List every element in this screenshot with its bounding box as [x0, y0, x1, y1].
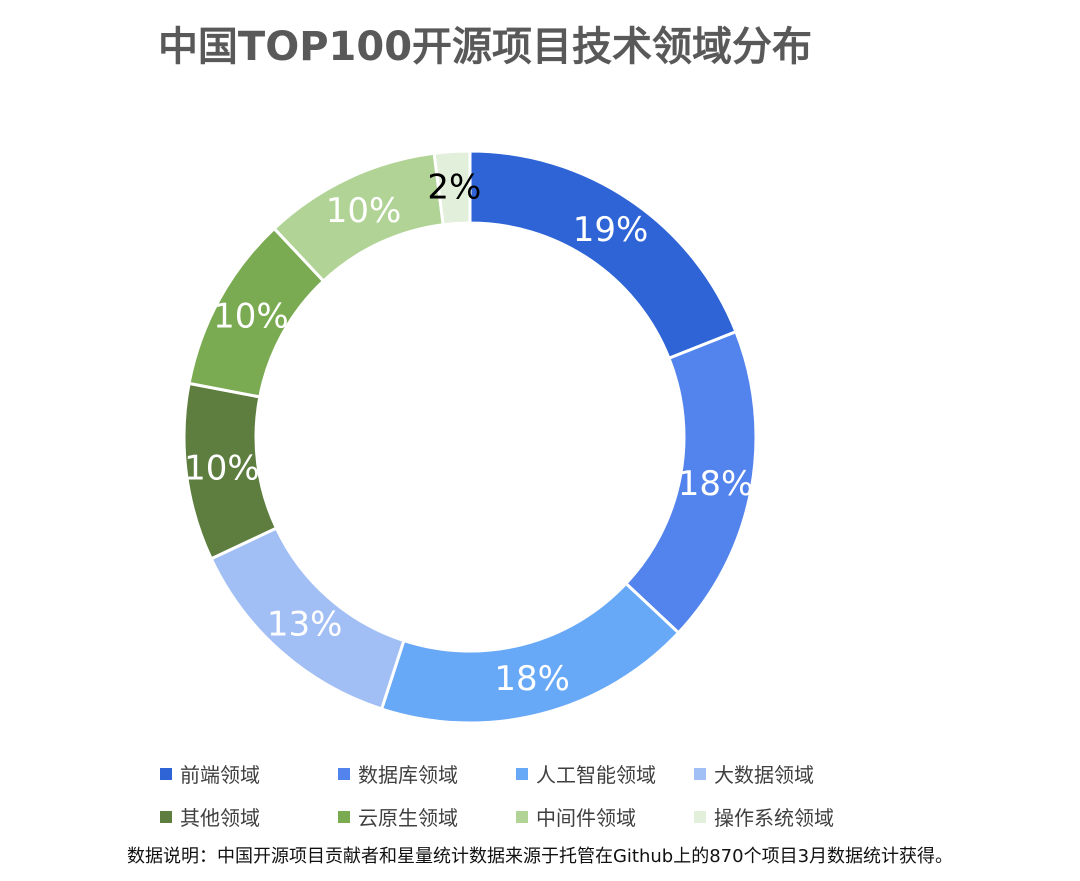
legend-swatch	[694, 810, 706, 823]
legend-item-database: 数据库领域	[338, 759, 516, 788]
legend-label: 操作系统领域	[714, 806, 834, 830]
legend-swatch	[338, 767, 350, 780]
legend-swatch	[338, 810, 350, 823]
donut-slice-0	[468, 149, 738, 361]
legend-swatch	[516, 767, 528, 780]
slice-label-3: 13%	[267, 605, 343, 645]
legend-label: 大数据领域	[714, 763, 814, 787]
legend-item-ai: 人工智能领域	[516, 759, 694, 788]
legend-label: 中间件领域	[536, 806, 636, 830]
slice-label-0: 19%	[573, 210, 649, 250]
donut-slice-7	[432, 149, 472, 227]
legend-swatch	[516, 810, 528, 823]
legend-item-middleware: 中间件领域	[516, 802, 694, 831]
legend-item-cloudnative: 云原生领域	[338, 802, 516, 831]
legend-item-os: 操作系统领域	[694, 802, 872, 831]
slice-label-4: 10%	[184, 448, 260, 488]
legend-item-frontend: 前端领域	[160, 759, 338, 788]
slice-label-7: 2%	[427, 167, 481, 207]
chart-legend: 前端领域 数据库领域 人工智能领域 大数据领域 其他领域 云原生领域 中间件领域	[160, 752, 940, 838]
legend-label: 云原生领域	[358, 806, 458, 830]
data-note: 数据说明：中国开源项目贡献者和星量统计数据来源于托管在Github上的870个项…	[126, 846, 954, 867]
legend-label: 前端领域	[180, 763, 260, 787]
legend-row: 其他领域 云原生领域 中间件领域 操作系统领域	[160, 795, 940, 838]
legend-label: 人工智能领域	[536, 763, 656, 787]
donut-slice-2	[379, 581, 681, 725]
legend-item-bigdata: 大数据领域	[694, 759, 872, 788]
legend-label: 数据库领域	[358, 763, 458, 787]
chart-title: 中国TOP100开源项目技术领域分布	[157, 24, 813, 70]
legend-swatch	[160, 810, 172, 823]
legend-item-other: 其他领域	[160, 802, 338, 831]
slice-label-2: 18%	[494, 659, 570, 699]
slice-label-1: 18%	[678, 464, 754, 504]
slice-label-6: 10%	[326, 191, 402, 231]
legend-swatch	[160, 767, 172, 780]
slice-label-5: 10%	[213, 297, 289, 337]
legend-row: 前端领域 数据库领域 人工智能领域 大数据领域	[160, 752, 940, 795]
legend-swatch	[694, 767, 706, 780]
legend-label: 其他领域	[180, 806, 260, 830]
